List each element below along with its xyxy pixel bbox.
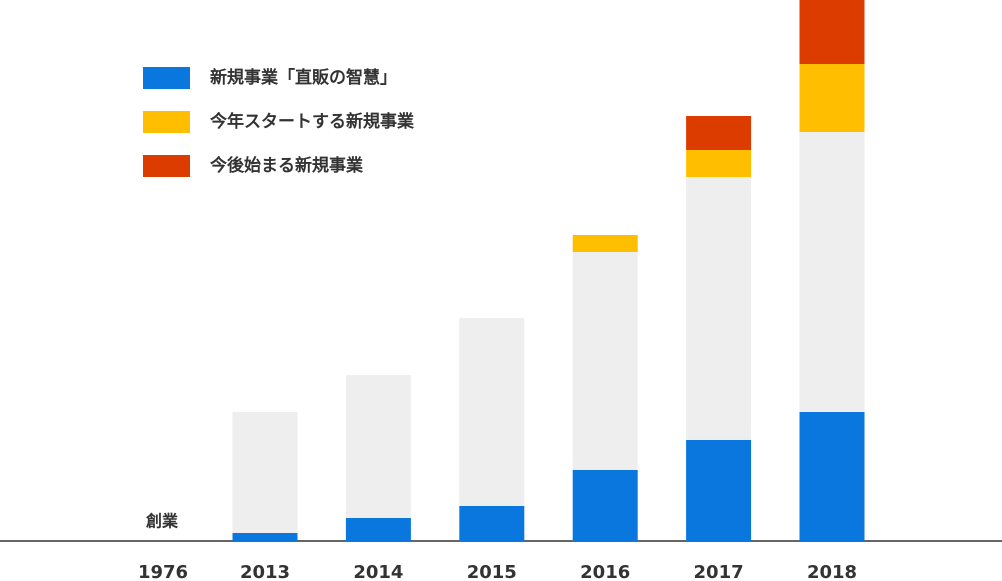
bar-segment [686, 440, 752, 541]
bar-segment [572, 235, 638, 252]
bar-segment [686, 116, 752, 150]
bar-segment [345, 375, 411, 518]
annotation: 創業 [145, 512, 179, 531]
x-tick-label: 2015 [467, 562, 517, 581]
legend-label: 今後始まる新規事業 [210, 155, 363, 176]
bar-segment [686, 150, 752, 177]
bar-segment [799, 412, 865, 541]
x-tick-label: 2014 [353, 562, 403, 581]
bar-segment [232, 533, 298, 541]
bar-segment [232, 412, 298, 533]
bar-segment [686, 177, 752, 440]
bar-segment [572, 252, 638, 470]
x-tick-label: 1976 [138, 562, 188, 581]
bar-segment [459, 318, 525, 506]
bar-segment [345, 518, 411, 541]
x-tick-label: 2016 [580, 562, 630, 581]
legend-label: 新規事業「直販の智慧」 [210, 67, 397, 88]
legend-swatch [143, 111, 190, 133]
x-tick-label: 2018 [807, 562, 857, 581]
bar-segment [459, 506, 525, 541]
legend-label: 今年スタートする新規事業 [210, 111, 414, 132]
legend-swatch [143, 67, 190, 89]
legend-swatch [143, 155, 190, 177]
x-tick-label: 2017 [694, 562, 744, 581]
bar-segment [572, 470, 638, 541]
bar-segment [799, 132, 865, 412]
bar-segment [799, 64, 865, 132]
bar-segment [799, 0, 865, 64]
x-tick-label: 2013 [240, 562, 290, 581]
